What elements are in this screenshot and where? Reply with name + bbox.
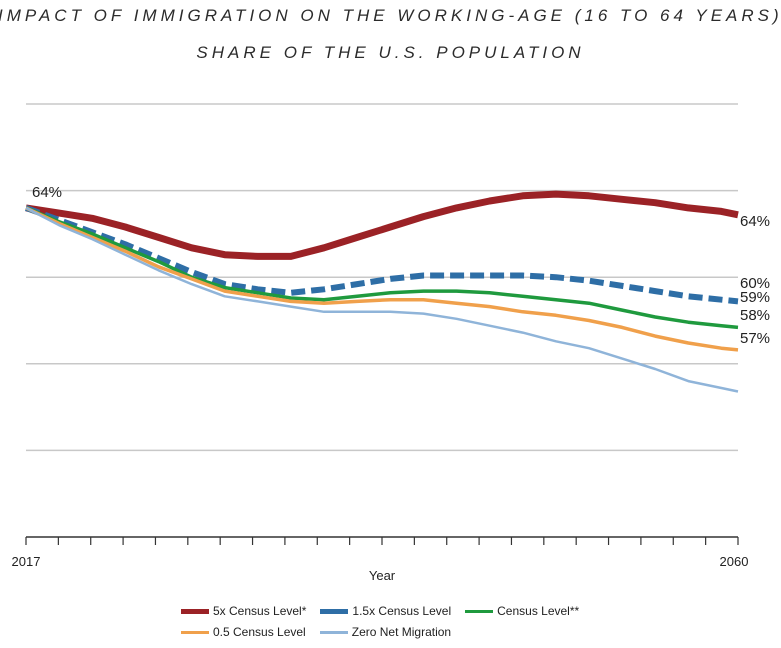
legend-item-0-5x: 0.5 Census Level: [181, 625, 306, 639]
legend-swatch-1-5x: [320, 608, 349, 614]
legend-label-0-5x: 0.5 Census Level: [213, 625, 306, 639]
legend-item-5x: 5x Census Level*: [181, 604, 306, 618]
chart-subtitle: SHARE OF THE U.S. POPULATION: [196, 43, 585, 62]
series-line-1: [24, 205, 739, 305]
end-value-label-0: 64%: [740, 213, 770, 230]
x-axis-label: Year: [369, 568, 396, 583]
legend-swatch-0-5x: [181, 630, 209, 634]
legend-row-1: 5x Census Level* 1.5x Census Level Censu…: [181, 604, 593, 618]
series-line-4: [25, 206, 739, 393]
x-tick-label-end: 2060: [720, 554, 749, 569]
end-value-label-1: 60%: [740, 275, 770, 292]
legend-label-1-5x: 1.5x Census Level: [352, 604, 452, 618]
start-value-label: 64%: [32, 184, 62, 201]
x-tick-label-start: 2017: [12, 554, 41, 569]
legend-swatch-zero: [319, 630, 348, 634]
legend-label-zero: Zero Net Migration: [351, 625, 452, 639]
legend-swatch-census: [465, 609, 494, 613]
series-line-2: [25, 206, 739, 330]
legend-item-zero: Zero Net Migration: [319, 625, 452, 639]
end-value-label-4: 57%: [740, 330, 770, 347]
series-line-0: [25, 190, 739, 260]
legend-item-census: Census Level**: [465, 604, 579, 618]
legend-item-1-5x: 1.5x Census Level: [320, 604, 451, 618]
legend-label-census: Census Level**: [497, 604, 580, 618]
end-value-label-2: 59%: [740, 289, 770, 306]
legend-swatch-5x: [181, 608, 209, 614]
series-line-3: [25, 206, 739, 352]
legend-row-2: 0.5 Census Level Zero Net Migration: [181, 625, 465, 639]
chart-title: IMPACT OF IMMIGRATION ON THE WORKING-AGE…: [0, 6, 781, 25]
end-value-label-3: 58%: [740, 307, 770, 324]
legend-label-5x: 5x Census Level*: [213, 604, 307, 618]
